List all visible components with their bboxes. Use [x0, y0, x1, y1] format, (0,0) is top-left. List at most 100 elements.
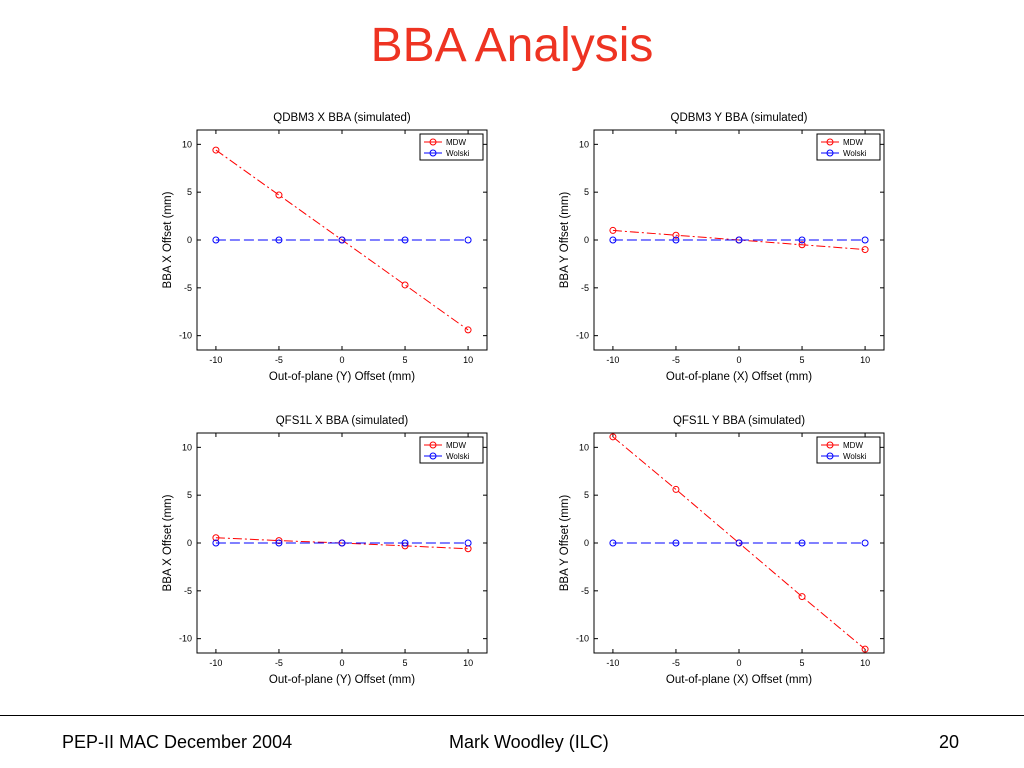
- data-point-wolski: [401, 539, 409, 547]
- data-point-wolski: [735, 236, 743, 244]
- chart-title: QDBM3 X BBA (simulated): [273, 112, 411, 124]
- data-point-mdw: [861, 246, 869, 254]
- x-tick-label: -5: [672, 658, 680, 668]
- x-tick-label: 5: [800, 355, 805, 365]
- legend-swatch-marker: [826, 452, 834, 460]
- y-tick-label: -5: [184, 586, 192, 596]
- legend-label: Wolski: [843, 149, 867, 158]
- data-point-wolski: [672, 236, 680, 244]
- legend-label: MDW: [843, 441, 863, 450]
- data-point-wolski: [338, 236, 346, 244]
- chart-title: QFS1L X BBA (simulated): [276, 415, 409, 427]
- legend-swatch-marker: [429, 452, 437, 460]
- x-tick-label: 0: [736, 658, 741, 668]
- y-tick-label: 5: [584, 187, 589, 197]
- data-point-wolski: [338, 539, 346, 547]
- y-tick-label: 10: [579, 442, 589, 452]
- legend-box: [816, 436, 881, 464]
- x-axis-label: Out-of-plane (X) Offset (mm): [666, 674, 812, 686]
- data-point-wolski: [464, 236, 472, 244]
- x-tick-label: 5: [403, 355, 408, 365]
- legend-box: [419, 133, 484, 161]
- data-point-mdw: [798, 593, 806, 601]
- y-tick-label: -10: [179, 331, 192, 341]
- x-axis-label: Out-of-plane (Y) Offset (mm): [269, 674, 415, 686]
- legend-box: [816, 133, 881, 161]
- footer-divider: [0, 715, 1024, 716]
- y-tick-label: -10: [179, 634, 192, 644]
- legend-label: Wolski: [446, 452, 470, 461]
- data-point-wolski: [798, 539, 806, 547]
- y-tick-label: 5: [584, 490, 589, 500]
- footer-author: Mark Woodley (ILC): [449, 732, 609, 752]
- data-point-wolski: [861, 236, 869, 244]
- y-tick-label: 10: [579, 139, 589, 149]
- legend-swatch-marker: [429, 149, 437, 157]
- data-point-mdw: [275, 537, 283, 545]
- x-tick-label: 10: [463, 658, 473, 668]
- footer-page-number: 20: [939, 732, 960, 752]
- y-tick-label: -10: [576, 331, 589, 341]
- y-tick-label: 5: [187, 187, 192, 197]
- y-tick-label: 10: [182, 139, 192, 149]
- legend-swatch-marker: [429, 441, 437, 449]
- data-point-mdw: [861, 645, 869, 653]
- x-tick-label: -5: [275, 658, 283, 668]
- legend-swatch-marker: [826, 441, 834, 449]
- y-tick-label: -10: [576, 634, 589, 644]
- slide-title: BBA Analysis: [370, 19, 654, 72]
- x-tick-label: 0: [339, 658, 344, 668]
- chart-title: QDBM3 Y BBA (simulated): [671, 112, 808, 124]
- x-tick-label: -10: [606, 658, 619, 668]
- x-tick-label: 10: [860, 658, 870, 668]
- data-point-wolski: [861, 539, 869, 547]
- data-point-wolski: [609, 236, 617, 244]
- data-point-wolski: [672, 539, 680, 547]
- series-line-mdw: [612, 436, 866, 650]
- legend-swatch-marker: [826, 149, 834, 157]
- legend-box: [419, 436, 484, 464]
- x-tick-label: -5: [275, 355, 283, 365]
- legend-label: MDW: [446, 441, 466, 450]
- data-point-mdw: [609, 226, 617, 234]
- x-tick-label: -5: [672, 355, 680, 365]
- y-tick-label: 0: [584, 538, 589, 548]
- x-tick-label: 10: [860, 355, 870, 365]
- y-axis-label: BBA X Offset (mm): [162, 494, 174, 591]
- legend-label: MDW: [843, 138, 863, 147]
- y-tick-label: -5: [581, 586, 589, 596]
- data-point-mdw: [798, 241, 806, 249]
- data-point-mdw: [275, 191, 283, 199]
- legend-label: Wolski: [446, 149, 470, 158]
- x-tick-label: -10: [209, 658, 222, 668]
- x-tick-label: 0: [339, 355, 344, 365]
- y-tick-label: 0: [187, 538, 192, 548]
- data-point-wolski: [609, 539, 617, 547]
- data-point-wolski: [798, 236, 806, 244]
- y-axis-label: BBA Y Offset (mm): [559, 192, 571, 289]
- data-point-wolski: [275, 236, 283, 244]
- data-point-mdw: [672, 231, 680, 239]
- data-point-wolski: [212, 539, 220, 547]
- x-axis-label: Out-of-plane (Y) Offset (mm): [269, 371, 415, 383]
- x-tick-label: -10: [209, 355, 222, 365]
- data-point-mdw: [401, 281, 409, 289]
- y-tick-label: -5: [184, 283, 192, 293]
- x-tick-label: 5: [800, 658, 805, 668]
- footer-event: PEP-II MAC December 2004: [62, 732, 293, 752]
- y-axis-label: BBA X Offset (mm): [162, 191, 174, 288]
- data-point-mdw: [464, 326, 472, 334]
- y-axis-label: BBA Y Offset (mm): [559, 495, 571, 592]
- data-point-wolski: [275, 539, 283, 547]
- chart-title: QFS1L Y BBA (simulated): [673, 415, 805, 427]
- legend-swatch-marker: [826, 138, 834, 146]
- legend-label: Wolski: [843, 452, 867, 461]
- x-tick-label: 5: [403, 658, 408, 668]
- data-point-wolski: [212, 236, 220, 244]
- legend-swatch-marker: [429, 138, 437, 146]
- data-point-mdw: [672, 485, 680, 493]
- x-tick-label: -10: [606, 355, 619, 365]
- data-point-wolski: [464, 539, 472, 547]
- y-tick-label: -5: [581, 283, 589, 293]
